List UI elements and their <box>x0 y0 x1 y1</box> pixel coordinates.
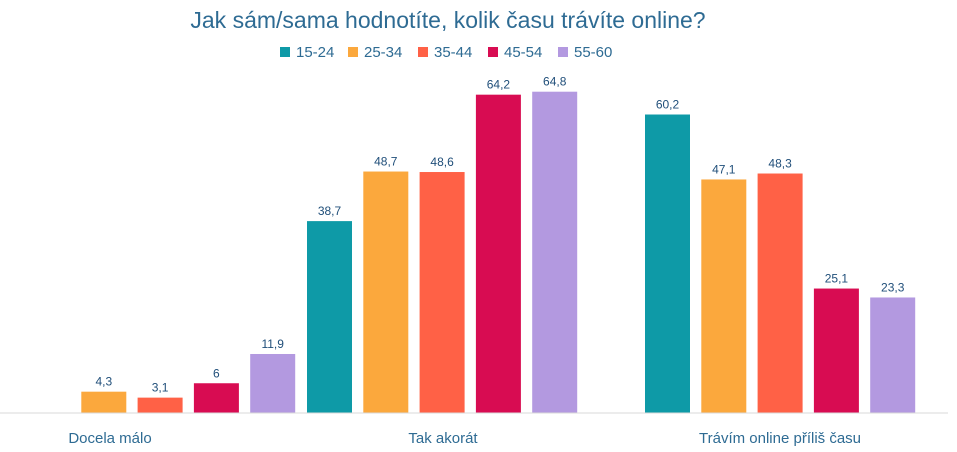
bar-55-60-1 <box>532 91 578 413</box>
data-label-35-44-2: 48,3 <box>768 157 792 171</box>
legend-label-25-34: 25-34 <box>364 44 402 61</box>
bars <box>81 91 916 414</box>
bar-15-24-1 <box>307 221 352 413</box>
data-label-55-60-0: 11,9 <box>261 337 284 351</box>
bar-45-54-1 <box>475 94 521 414</box>
legend-swatch-45-54 <box>488 47 498 57</box>
legend-label-35-44: 35-44 <box>434 44 472 61</box>
legend-label-45-54: 45-54 <box>504 44 542 61</box>
category-labels: Docela málo Tak akorát Trávím online příli… <box>68 430 861 447</box>
chart-title: Jak sám/sama hodnotíte, kolik času tráví… <box>190 7 705 33</box>
data-label-15-24-1: 38,7 <box>318 204 342 218</box>
bar-45-54-2 <box>813 288 859 413</box>
bar-45-54-0 <box>193 383 239 413</box>
data-label-35-44-1: 48,6 <box>430 155 454 169</box>
legend-label-55-60: 55-60 <box>574 44 612 61</box>
data-label-25-34-1: 48,7 <box>374 155 398 169</box>
bar-25-34-0 <box>81 391 127 413</box>
bar-25-34-1 <box>363 171 409 413</box>
bar-55-60-0 <box>250 353 296 413</box>
data-label-55-60-2: 23,3 <box>881 280 905 294</box>
bar-35-44-2 <box>757 173 803 413</box>
bar-55-60-2 <box>870 297 916 413</box>
data-label-25-34-2: 47,1 <box>712 162 736 176</box>
category-label-0: Docela málo <box>68 430 151 447</box>
legend-swatch-35-44 <box>418 47 428 57</box>
legend: 15-24 25-34 35-44 45-54 55-60 <box>280 44 612 61</box>
data-label-55-60-1: 64,8 <box>543 75 567 89</box>
data-label-45-54-0: 6 <box>213 366 220 380</box>
data-label-25-34-0: 4,3 <box>95 375 112 389</box>
data-labels: 4,3 3,1 6 11,9 38,7 48,7 48,6 64,2 64,8 60,2 47,1 4… <box>95 75 904 395</box>
data-label-45-54-1: 64,2 <box>487 78 511 92</box>
category-label-2: Trávím online příliš času <box>699 430 861 447</box>
bar-25-34-2 <box>701 179 747 413</box>
legend-swatch-25-34 <box>348 47 358 57</box>
data-label-15-24-2: 60,2 <box>656 98 680 112</box>
bar-35-44-0 <box>137 397 183 413</box>
bar-15-24-2 <box>645 114 690 413</box>
legend-swatch-55-60 <box>558 47 568 57</box>
data-label-45-54-2: 25,1 <box>825 272 849 286</box>
legend-label-15-24: 15-24 <box>296 44 334 61</box>
legend-swatch-15-24 <box>280 47 290 57</box>
category-label-1: Tak akorát <box>408 430 478 447</box>
data-label-35-44-0: 3,1 <box>152 381 169 395</box>
bar-35-44-1 <box>419 172 465 413</box>
